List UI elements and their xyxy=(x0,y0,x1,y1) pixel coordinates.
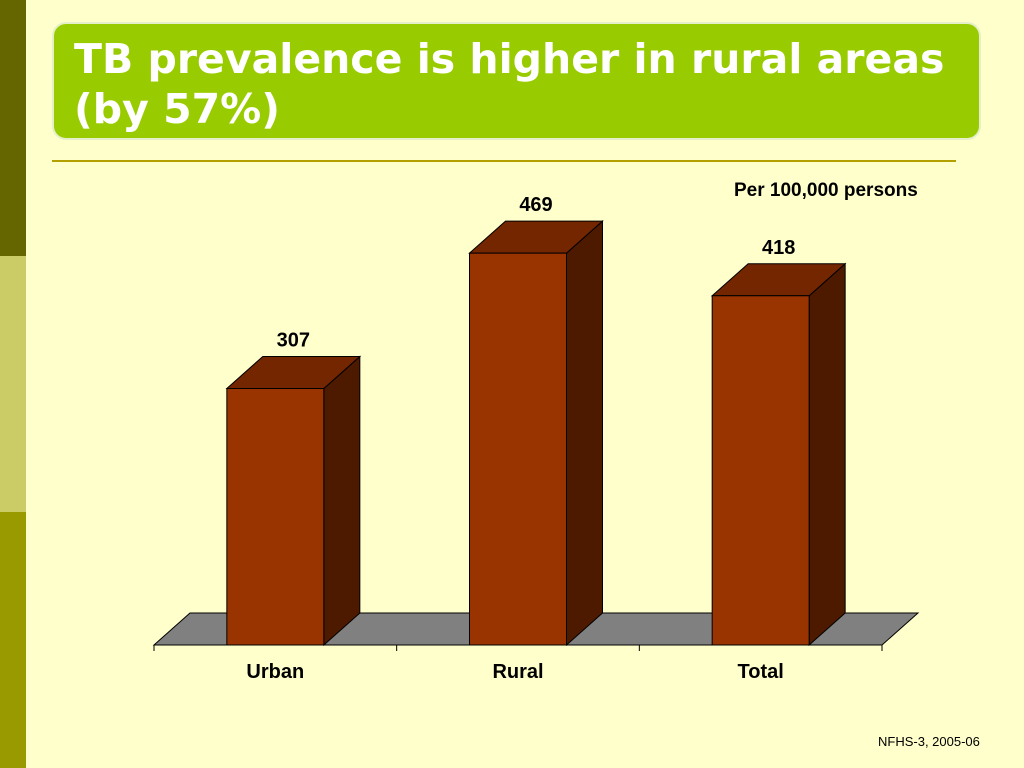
category-label-urban: Urban xyxy=(246,661,304,683)
title-divider xyxy=(52,160,956,162)
units-label: Per 100,000 persons xyxy=(734,180,918,201)
source-note: NFHS-3, 2005-06 xyxy=(878,734,980,749)
bar-urban xyxy=(226,388,325,646)
bar-rural xyxy=(469,252,567,646)
decorative-stripe-bottom xyxy=(0,512,26,768)
category-label-rural: Rural xyxy=(492,661,543,683)
category-label-total: Total xyxy=(738,661,784,683)
bar-side-urban xyxy=(323,355,361,647)
value-label-rural: 469 xyxy=(519,194,552,216)
value-label-urban: 307 xyxy=(277,330,310,352)
bar-side-rural xyxy=(566,220,603,647)
bar-total xyxy=(711,295,810,646)
decorative-stripe-top xyxy=(0,0,26,256)
bar-side-total xyxy=(808,262,846,647)
value-label-total: 418 xyxy=(762,237,795,259)
slide-title: TB prevalence is higher in rural areas (… xyxy=(74,35,945,133)
decorative-stripe-middle xyxy=(0,256,26,512)
title-box: TB prevalence is higher in rural areas (… xyxy=(52,22,981,140)
